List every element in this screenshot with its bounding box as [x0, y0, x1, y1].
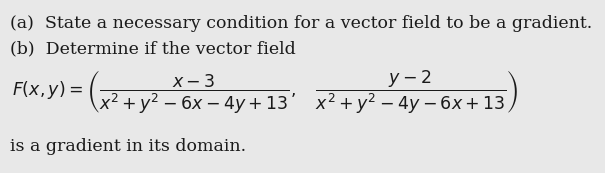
Text: (a)  State a necessary condition for a vector field to be a gradient.: (a) State a necessary condition for a ve… — [10, 15, 592, 32]
Text: is a gradient in its domain.: is a gradient in its domain. — [10, 138, 246, 155]
Text: $F(x, y) = \left(\dfrac{x - 3}{x^2 + y^2 - 6x - 4y + 13},\quad\dfrac{y - 2}{x^2 : $F(x, y) = \left(\dfrac{x - 3}{x^2 + y^2… — [12, 68, 518, 115]
Text: (b)  Determine if the vector field: (b) Determine if the vector field — [10, 40, 296, 57]
